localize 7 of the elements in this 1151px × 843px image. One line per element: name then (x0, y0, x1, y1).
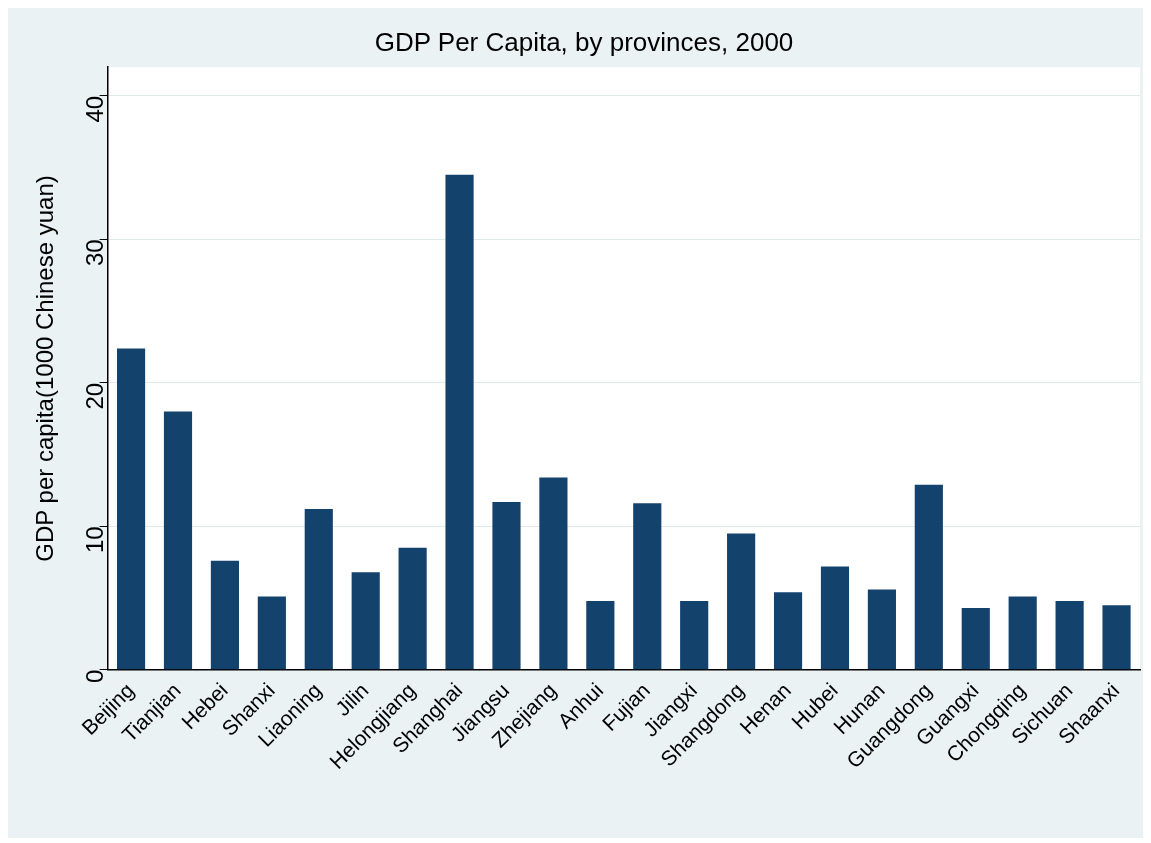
y-tick-label: 0 (81, 669, 109, 684)
y-axis-title: GDP per capita(1000 Chinese yuan) (31, 175, 59, 562)
y-tick-label: 10 (81, 526, 109, 553)
y-tick-label: 40 (81, 95, 109, 123)
chart-title: GDP Per Capita, by provinces, 2000 (374, 26, 794, 57)
y-tick-label: 20 (81, 382, 109, 410)
y-tick-label: 30 (81, 239, 109, 267)
